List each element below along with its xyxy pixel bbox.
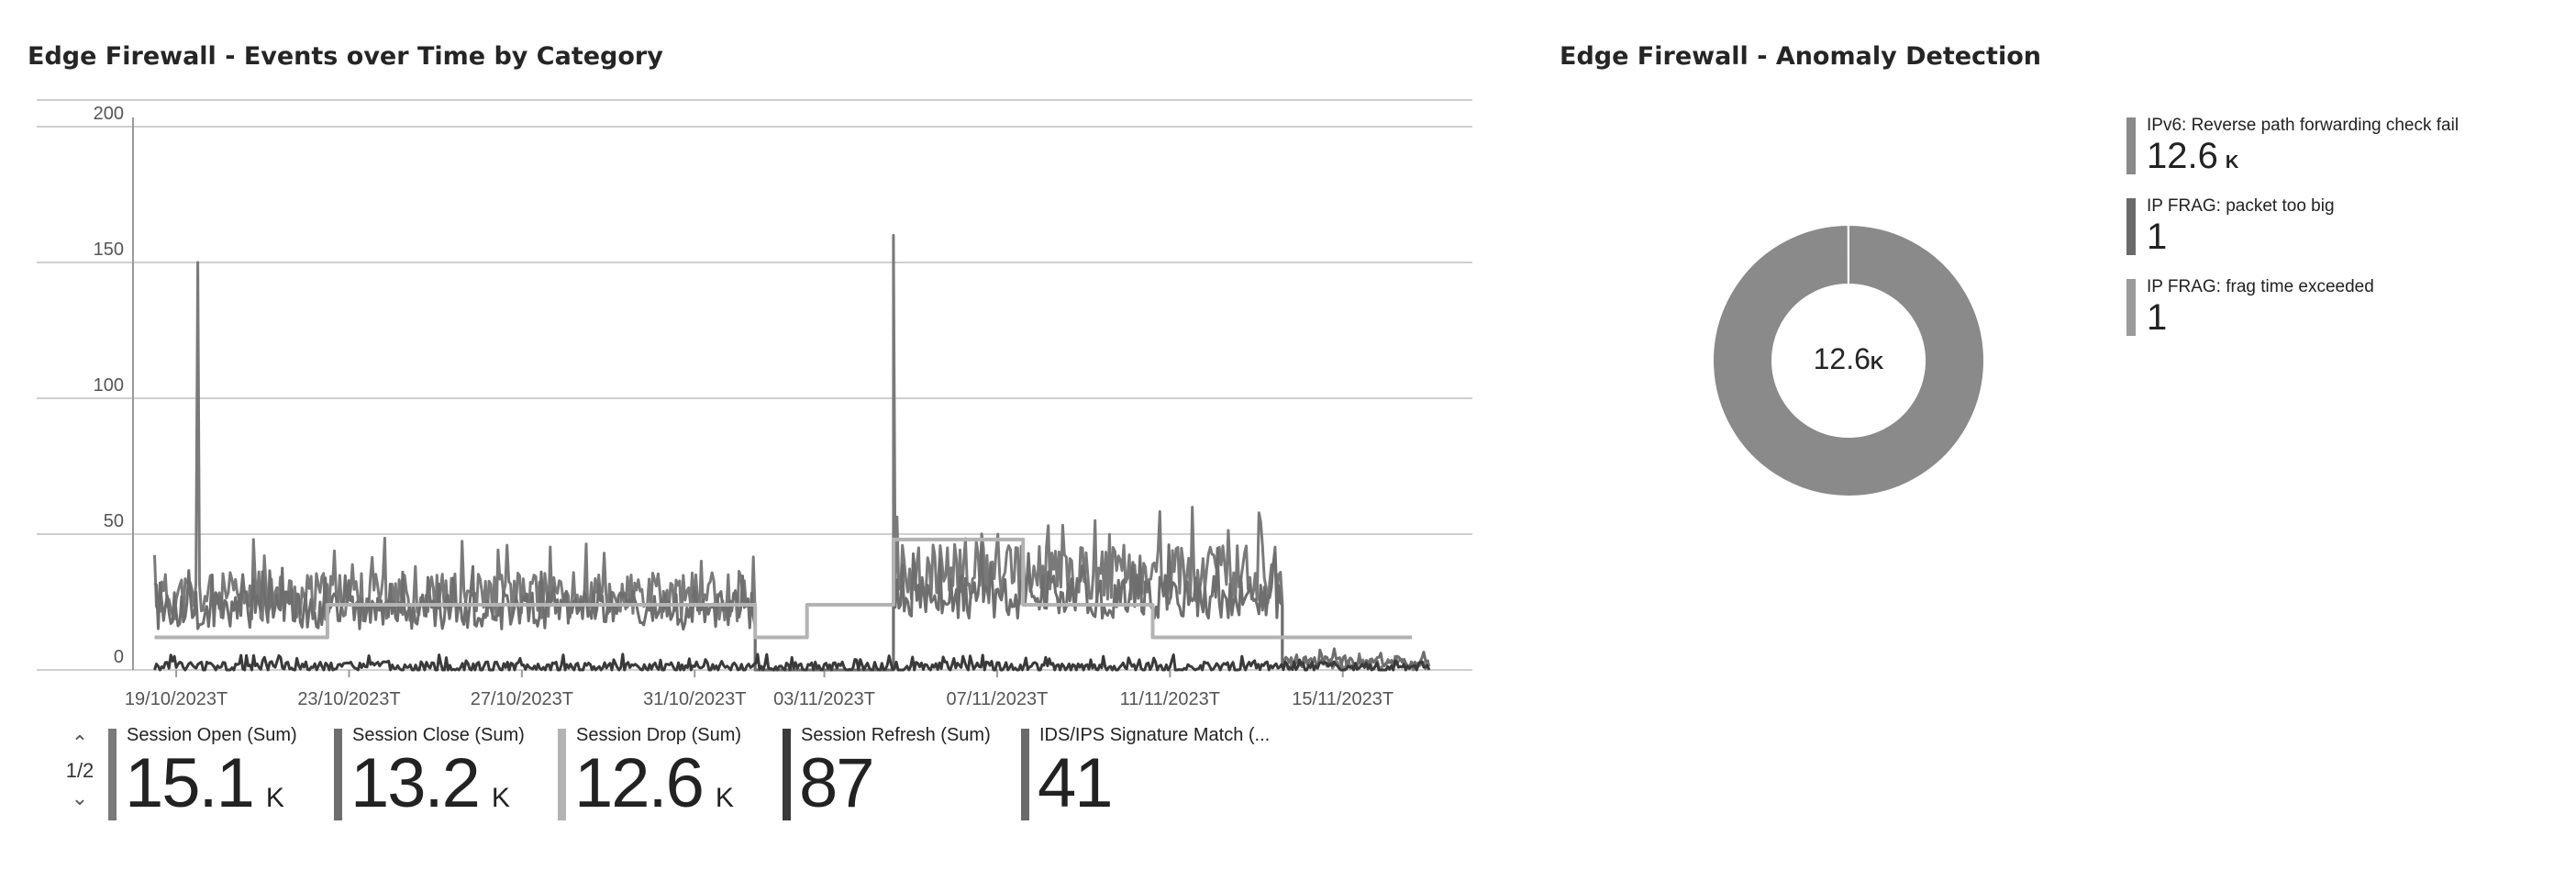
x-tick-label: 07/11/2023T <box>947 689 1049 709</box>
x-tick-label: 27/10/2023T <box>471 689 573 709</box>
metric-label: Session Refresh (Sum) <box>801 725 991 745</box>
events-chart-title: Edge Firewall - Events over Time by Cate… <box>28 42 663 71</box>
x-tick-label: 19/10/2023T <box>125 689 228 709</box>
pager-up-icon[interactable]: ⌃ <box>71 731 89 754</box>
anomaly-chart-title: Edge Firewall - Anomaly Detection <box>1560 42 2041 71</box>
legend-color-bar <box>2126 198 2136 255</box>
pager-down-icon[interactable]: ⌄ <box>71 786 89 809</box>
y-tick-label: 0 <box>114 647 124 667</box>
legend-label: IPv6: Reverse path forwarding check fail <box>2147 116 2459 135</box>
anomaly-legend: IPv6: Reverse path forwarding check fail… <box>2126 116 2548 363</box>
metric-label: Session Open (Sum) <box>127 725 297 745</box>
events-line-chart[interactable]: 0 50 100 150 200 19/10/2023T 23/10/2023T 27/10… <box>0 87 1514 730</box>
metric-color-bar <box>108 729 117 820</box>
metric-label: Session Drop (Sum) <box>576 725 742 745</box>
y-tick-label: 100 <box>94 375 124 396</box>
pager-text: 1/2 <box>65 759 94 782</box>
legend-value: 1 <box>2147 217 2168 257</box>
legend-label: IP FRAG: packet too big <box>2147 196 2335 216</box>
series-line-session-refresh-sum[interactable] <box>153 652 1431 672</box>
metric-color-bar <box>1021 729 1029 820</box>
y-axis-ticks: 0 50 100 150 200 <box>94 104 124 667</box>
y-tick-label: 200 <box>94 104 124 124</box>
series-line-session-drop-sum[interactable] <box>154 537 1413 640</box>
metric-color-bar <box>783 729 791 820</box>
x-tick-label: 31/10/2023T <box>643 689 746 709</box>
chart-grid <box>37 99 1472 671</box>
x-tick-label: 23/10/2023T <box>297 689 400 709</box>
donut-slice-ipv6-reverse-path-forwarding-check-fail[interactable] <box>1711 223 1985 497</box>
legend-color-bar <box>2126 117 2136 174</box>
metric-color-bar <box>558 729 566 820</box>
metric-label: Session Close (Sum) <box>352 725 525 745</box>
metric-value: 87 <box>799 744 875 822</box>
legend-pager: ⌃ 1/2 ⌄ <box>55 731 105 811</box>
metric-label: IDS/IPS Signature Match (... <box>1039 725 1271 745</box>
x-tick-label: 11/11/2023T <box>1120 689 1220 709</box>
x-tick-label: 15/11/2023T <box>1292 689 1393 709</box>
y-tick-label: 50 <box>104 511 124 531</box>
donut-center-label: 12.6K <box>1814 342 1884 375</box>
series-line-session-close-sum[interactable] <box>153 543 1429 672</box>
donut-slices <box>1711 223 1985 497</box>
x-tick-label: 03/11/2023T <box>773 689 875 709</box>
x-axis-ticks: 19/10/2023T 23/10/2023T 27/10/2023T 31/10/2… <box>125 670 1393 709</box>
metrics-legend: Session Open (Sum) 15.1 K Session Close (… <box>108 725 1393 835</box>
legend-color-bar <box>2126 279 2136 336</box>
legend-label: IP FRAG: frag time exceeded <box>2147 277 2374 296</box>
metric-value: 13.2 K <box>350 744 510 822</box>
metric-value: 15.1 K <box>125 744 284 822</box>
chart-series <box>153 233 1431 672</box>
anomaly-donut-chart[interactable]: 12.6K <box>1706 218 1991 503</box>
metric-value: 41 <box>1038 744 1114 822</box>
metric-color-bar <box>334 729 342 820</box>
legend-value: 12.6 K <box>2147 136 2239 176</box>
y-tick-label: 150 <box>94 240 124 260</box>
metric-value: 12.6 K <box>574 744 734 822</box>
legend-value: 1 <box>2147 297 2168 338</box>
